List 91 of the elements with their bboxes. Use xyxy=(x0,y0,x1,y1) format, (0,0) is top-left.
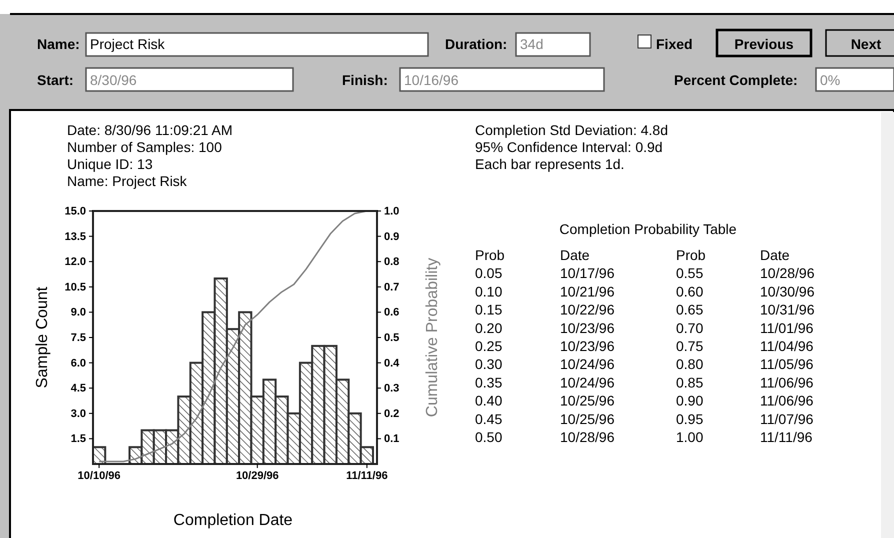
text: 34d xyxy=(520,36,544,52)
text: 0.25 xyxy=(475,338,502,354)
text: 10/23/96 xyxy=(560,320,615,336)
text: 10/17/96 xyxy=(560,265,615,282)
y2-axis-title: Cumulative Probability xyxy=(424,258,441,418)
y2-tick-label: 1.0 xyxy=(384,206,400,218)
y-tick-label: 10.5 xyxy=(64,281,86,294)
y-tick-label: 4.5 xyxy=(70,382,86,395)
y-tick-label: 15.0 xyxy=(64,206,86,218)
text: Duration: xyxy=(445,36,508,52)
text: 0.65 xyxy=(676,302,704,318)
text: 0.45 xyxy=(475,410,502,427)
text: 10/24/96 xyxy=(560,356,615,372)
text: 0% xyxy=(820,72,840,88)
text: 0.75 xyxy=(676,338,704,354)
text: 0.05 xyxy=(475,265,502,282)
text: Fixed xyxy=(656,36,693,52)
text: Date: 8/30/96 11:09:21 AM xyxy=(67,122,233,138)
text: Project Risk xyxy=(90,36,166,52)
text: 95% Confidence Interval: 0.9d xyxy=(475,139,663,155)
y-tick-label: 1.5 xyxy=(70,433,86,446)
text: Completion Probability Table xyxy=(559,221,737,237)
text: Previous xyxy=(734,36,794,52)
text: Next xyxy=(850,36,882,52)
text: 11/06/96 xyxy=(760,392,814,409)
x-tick-label: 10/10/96 xyxy=(78,470,120,482)
text: Percent Complete: xyxy=(674,72,798,88)
text: 0.35 xyxy=(475,374,502,390)
text: Date xyxy=(760,247,790,263)
x-tick-label: 10/29/96 xyxy=(236,470,279,482)
text: 10/30/96 xyxy=(760,283,815,300)
text: 0.80 xyxy=(676,356,704,372)
y2-tick-label: 0.2 xyxy=(384,408,400,420)
text: 0.15 xyxy=(475,302,502,318)
text: 0.10 xyxy=(475,283,502,300)
y-tick-label: 7.5 xyxy=(70,332,86,344)
text: 10/31/96 xyxy=(760,302,815,318)
text: 8/30/96 xyxy=(90,72,137,88)
text: 10/25/96 xyxy=(560,392,615,409)
text: 0.30 xyxy=(475,356,502,372)
y2-tick-label: 0.5 xyxy=(384,332,400,344)
text: 10/23/96 xyxy=(560,338,615,354)
y-tick-label: 12.0 xyxy=(64,256,86,268)
text: 0.50 xyxy=(475,429,502,445)
y-tick-label: 9.0 xyxy=(70,306,86,319)
text: 11/11/96 xyxy=(760,429,813,445)
text: Completion Std Deviation: 4.8d xyxy=(475,122,668,138)
text: Number of Samples: 100 xyxy=(67,139,222,155)
text: Date xyxy=(560,247,590,263)
text: 1.00 xyxy=(676,429,704,445)
y2-tick-label: 0.8 xyxy=(384,256,400,268)
text: 0.85 xyxy=(676,374,704,390)
text: 11/06/96 xyxy=(760,374,814,390)
text: 10/16/96 xyxy=(404,72,459,88)
text: 0.40 xyxy=(475,392,502,409)
y2-tick-label: 0.7 xyxy=(384,281,400,294)
text: 10/22/96 xyxy=(560,302,615,318)
text: Unique ID: 13 xyxy=(67,156,153,172)
text: 10/28/96 xyxy=(560,429,615,445)
x-tick-label: 11/11/96 xyxy=(346,470,388,482)
text: Start: xyxy=(37,72,74,88)
y-axis-title: Sample Count xyxy=(34,286,51,388)
y2-tick-label: 0.9 xyxy=(384,230,400,243)
text: 11/01/96 xyxy=(760,320,814,336)
text: Finish: xyxy=(342,72,388,88)
text: Prob xyxy=(676,247,706,263)
text: 10/21/96 xyxy=(560,283,615,300)
text: Name: Project Risk xyxy=(67,173,188,189)
text: Prob xyxy=(475,247,505,263)
text: 0.20 xyxy=(475,320,502,336)
y-tick-label: 6.0 xyxy=(70,357,86,370)
text: 0.60 xyxy=(676,283,704,300)
text: 10/25/96 xyxy=(560,410,615,427)
y2-tick-label: 0.6 xyxy=(384,306,400,319)
y2-tick-label: 0.1 xyxy=(384,433,400,446)
y2-tick-label: 0.3 xyxy=(384,382,400,395)
text: Name: xyxy=(37,36,80,52)
text: 10/28/96 xyxy=(760,265,815,282)
y2-tick-label: 0.4 xyxy=(384,357,400,370)
x-axis-title: Completion Date xyxy=(173,512,293,529)
y-tick-label: 3.0 xyxy=(70,408,86,420)
text: 0.90 xyxy=(676,392,704,409)
text: 10/24/96 xyxy=(560,374,615,390)
text: Each bar represents 1d. xyxy=(475,156,624,172)
text: 11/04/96 xyxy=(760,338,814,354)
text: 11/05/96 xyxy=(760,356,814,372)
text: 0.95 xyxy=(676,410,704,427)
y-tick-label: 13.5 xyxy=(64,230,86,243)
text: 0.70 xyxy=(676,320,704,336)
text: 0.55 xyxy=(676,265,704,282)
text: 11/07/96 xyxy=(760,410,814,427)
